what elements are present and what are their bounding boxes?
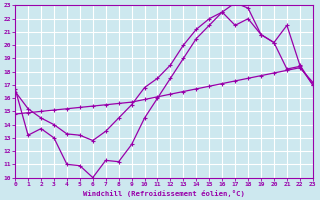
- X-axis label: Windchill (Refroidissement éolien,°C): Windchill (Refroidissement éolien,°C): [83, 190, 245, 197]
